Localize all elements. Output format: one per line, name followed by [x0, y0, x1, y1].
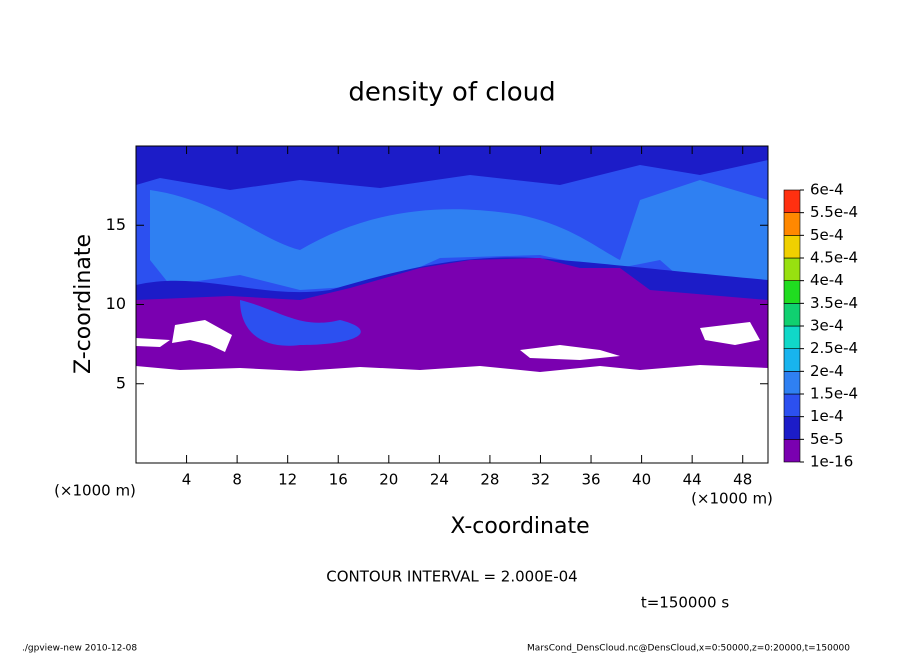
colorbar-box [783, 212, 801, 236]
y-units: (×1000 m) [54, 482, 136, 500]
colorbar-label: 3e-4 [810, 317, 844, 335]
colorbar-label: 4.5e-4 [810, 249, 858, 267]
footer-left: ./gpview-new 2010-12-08 [22, 644, 137, 654]
colorbar-label: 4e-4 [810, 271, 844, 289]
x-tick-label: 20 [379, 471, 398, 489]
field-region [520, 345, 620, 360]
field-region [136, 338, 170, 347]
colorbar-label: 6e-4 [810, 181, 844, 199]
x-tick-label: 12 [278, 471, 297, 489]
x-tick-label: 40 [632, 471, 651, 489]
colorbar-box [783, 235, 801, 259]
y-tick-label: 5 [116, 373, 126, 392]
x-tick-label: 24 [430, 471, 449, 489]
colorbar-label: 2e-4 [810, 362, 844, 380]
x-tick-label: 36 [581, 471, 600, 489]
x-tick-label: 44 [683, 471, 702, 489]
y-tick-label: 10 [106, 294, 126, 313]
x-units: (×1000 m) [691, 490, 773, 508]
colorbar-label: 3.5e-4 [810, 294, 858, 312]
x-tick-label: 48 [733, 471, 752, 489]
y-axis-label: Z-coordinate [71, 234, 96, 374]
footer-right: MarsCond_DensCloud.nc@DensCloud,x=0:5000… [527, 644, 850, 654]
x-tick-label: 16 [329, 471, 348, 489]
colorbar-label: 2.5e-4 [810, 339, 858, 357]
x-axis-label: X-coordinate [450, 514, 589, 539]
x-tick-label: 28 [480, 471, 499, 489]
field-region [136, 146, 768, 190]
colorbar-label: 1e-16 [810, 453, 853, 471]
colorbar-label: 5e-5 [810, 430, 844, 448]
colorbar-box [783, 189, 801, 213]
chart-title: density of cloud [348, 78, 555, 108]
x-tick-label: 4 [182, 471, 192, 489]
colorbar-box [783, 257, 801, 281]
x-tick-label: 8 [232, 471, 242, 489]
time-label: t=150000 s [641, 594, 729, 612]
colorbar-box [783, 303, 801, 327]
colorbar-box [783, 371, 801, 395]
colorbar-box [783, 325, 801, 349]
colorbar-box [783, 416, 801, 440]
colorbar-label: 1.5e-4 [810, 385, 858, 403]
colorbar-box [783, 280, 801, 304]
field-region [172, 320, 232, 352]
x-tick-label: 32 [531, 471, 550, 489]
field-region [700, 322, 760, 345]
colorbar-label: 1e-4 [810, 407, 844, 425]
colorbar-box [783, 439, 801, 463]
colorbar-label: 5.5e-4 [810, 203, 858, 221]
field-region [240, 300, 361, 346]
colorbar-box [783, 393, 801, 417]
field [136, 146, 768, 372]
colorbar-label: 5e-4 [810, 226, 844, 244]
y-tick-label: 15 [106, 215, 126, 234]
colorbar-box [783, 348, 801, 372]
annotation: CONTOUR INTERVAL = 2.000E-04 [326, 568, 577, 586]
